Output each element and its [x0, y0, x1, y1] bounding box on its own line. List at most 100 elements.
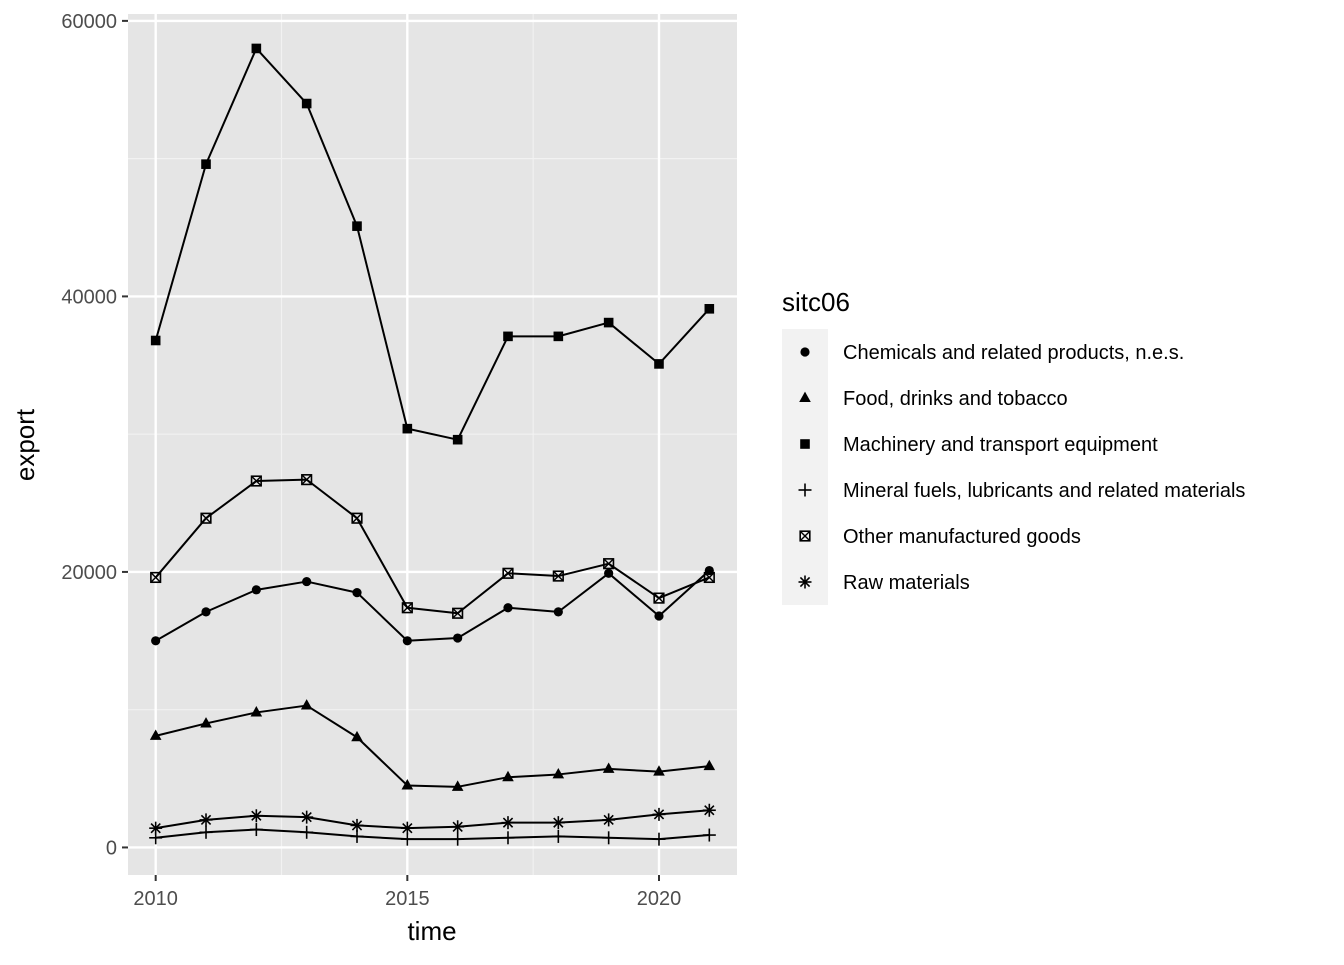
data-point: [351, 730, 363, 742]
legend-label: Mineral fuels, lubricants and related ma…: [843, 480, 1245, 502]
data-point: [302, 576, 312, 587]
plot-panel: [128, 14, 737, 875]
legend-key-background: [782, 329, 828, 605]
series-square: [150, 43, 715, 445]
data-point: [451, 780, 464, 791]
data-point: [652, 807, 666, 821]
data-point: [453, 633, 463, 643]
data-point: [704, 304, 715, 314]
data-point: [652, 832, 666, 846]
data-point: [251, 585, 261, 595]
data-point: [150, 571, 162, 584]
series-plus: [149, 823, 716, 846]
data-point: [200, 512, 212, 524]
legend-key-symbol: [798, 575, 812, 589]
data-point: [351, 512, 363, 524]
x-tick-label: 2015: [385, 888, 430, 910]
legend-key-symbol: [799, 391, 811, 402]
data-point: [503, 331, 513, 342]
data-point: [300, 810, 314, 824]
legend-title: sitc06: [782, 287, 850, 317]
data-point: [602, 813, 616, 827]
data-point: [402, 423, 413, 434]
data-point: [352, 221, 362, 231]
data-point: [602, 831, 616, 845]
data-point: [501, 831, 515, 845]
data-point: [553, 607, 563, 617]
data-point: [250, 475, 262, 487]
data-point: [199, 813, 213, 827]
series-line: [155, 704, 710, 788]
data-point: [300, 825, 314, 839]
data-point: [503, 603, 513, 613]
data-point: [352, 587, 362, 598]
legend-label: Food, drinks and tobacco: [843, 388, 1068, 410]
data-point: [149, 729, 162, 740]
data-point: [603, 558, 615, 570]
data-point: [200, 717, 212, 728]
series-boxcross: [150, 474, 715, 619]
legend-label: Other manufactured goods: [843, 526, 1081, 548]
data-point: [452, 607, 464, 619]
data-point: [603, 317, 614, 328]
major-gridlines: [128, 14, 737, 875]
data-point: [702, 803, 716, 817]
data-point: [451, 820, 465, 834]
series-asterisk: [149, 803, 716, 835]
data-point: [604, 568, 614, 578]
data-point: [151, 636, 161, 646]
legend-item: Food, drinks and tobacco: [799, 388, 1068, 410]
data-point: [653, 765, 665, 776]
data-point: [150, 335, 161, 346]
x-tick-label: 2010: [133, 888, 178, 910]
data-point: [553, 331, 564, 342]
legend-items: Chemicals and related products, n.e.s. Fo…: [798, 342, 1245, 594]
series-line: [154, 47, 711, 441]
data-point: [703, 759, 716, 771]
data-point: [300, 699, 313, 710]
data-point: [149, 821, 163, 835]
series-line: [155, 828, 710, 841]
legend-key-symbol: [798, 483, 812, 497]
series-circle: [151, 565, 714, 646]
data-series: [149, 43, 716, 846]
legend-label: Raw materials: [843, 572, 970, 594]
x-tick-label: 2020: [637, 888, 682, 910]
legend-key-symbol: [800, 347, 810, 357]
data-point: [552, 570, 564, 582]
legend-key-symbol: [799, 530, 811, 542]
data-point: [654, 359, 664, 369]
data-point: [400, 821, 414, 835]
data-point: [552, 768, 565, 779]
data-point: [653, 592, 665, 604]
data-point: [199, 825, 213, 839]
data-point: [502, 567, 514, 579]
data-point: [251, 43, 262, 54]
x-axis-title: time: [407, 916, 456, 946]
legend-label: Machinery and transport equipment: [843, 434, 1158, 456]
legend-item: Chemicals and related products, n.e.s.: [800, 342, 1184, 364]
data-point: [401, 779, 414, 790]
series-line: [155, 569, 710, 642]
series-line: [155, 809, 710, 830]
minor-gridlines: [128, 14, 737, 875]
y-tick-label: 20000: [61, 562, 117, 584]
legend: sitc06 Chemicals and related products, n…: [782, 287, 1245, 605]
data-point: [451, 832, 465, 846]
data-point: [301, 474, 313, 486]
series-triangle: [149, 699, 716, 791]
y-tick-label: 40000: [61, 286, 117, 308]
data-point: [654, 611, 664, 621]
legend-label: Chemicals and related products, n.e.s.: [843, 342, 1184, 364]
data-point: [452, 434, 463, 445]
data-point: [201, 607, 211, 617]
data-point: [402, 636, 412, 646]
y-axis-title: export: [10, 408, 40, 481]
y-tick-label: 0: [106, 837, 117, 859]
data-point: [551, 829, 565, 843]
y-tick-label: 60000: [61, 11, 117, 33]
data-point: [249, 823, 263, 837]
data-point: [702, 828, 716, 842]
